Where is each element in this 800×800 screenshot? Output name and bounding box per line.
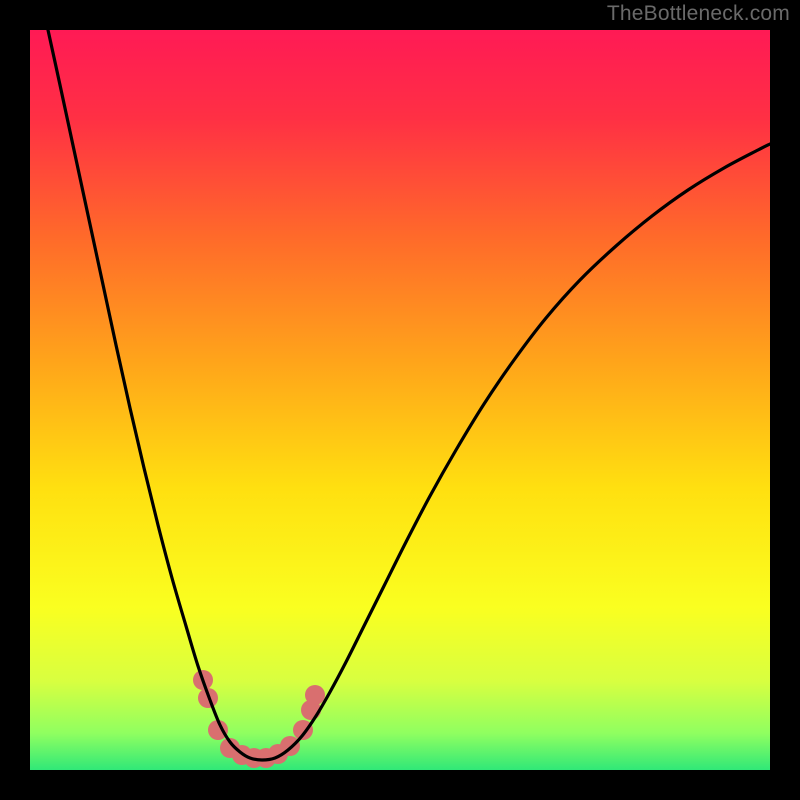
chart-canvas: TheBottleneck.com [0,0,800,800]
plot-area [30,30,770,770]
bottleneck-curve [48,30,770,760]
watermark-text: TheBottleneck.com [607,2,790,26]
marker-group [193,670,325,768]
curve-layer [30,30,770,770]
curve-marker [305,685,325,705]
